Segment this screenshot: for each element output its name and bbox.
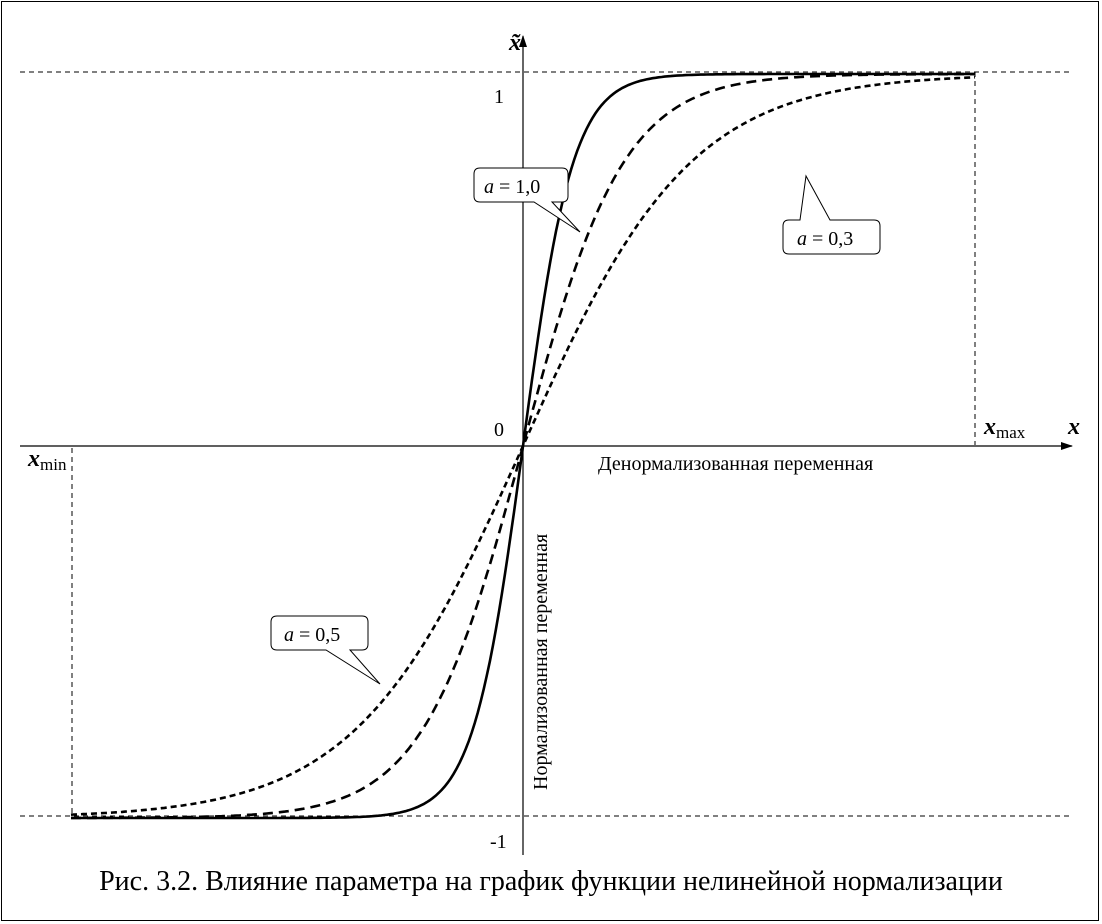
series-line-2 — [70, 76, 976, 816]
y-axis-symbol: x̃ — [508, 30, 521, 56]
x-axis-symbol: x — [1067, 414, 1080, 440]
svg-text:a = 0,3: a = 0,3 — [797, 228, 853, 250]
xmin-label: xmin — [27, 446, 67, 474]
series-line-1 — [71, 72, 975, 820]
y-tick-label-1: 1 — [494, 86, 504, 108]
y-axis-title: Нормализованная переменная — [530, 534, 552, 790]
y-tick-label-minus1: -1 — [490, 831, 507, 853]
svg-text:a = 0,5: a = 0,5 — [284, 624, 340, 646]
figure-caption: Рис. 3.2. Влияние параметра на график фу… — [99, 866, 1003, 897]
x-axis-title: Денормализованная переменная — [598, 453, 873, 475]
callout-a-1: a = 1,0 — [473, 167, 581, 233]
curves — [70, 72, 976, 820]
svg-text:a = 1,0: a = 1,0 — [484, 176, 540, 198]
y-tick-label-0: 0 — [494, 419, 504, 441]
xmax-label: xmax — [983, 414, 1026, 442]
callout-a-03: a = 0,3 — [782, 174, 881, 255]
callout-a-05: a = 0,5 — [270, 615, 381, 685]
